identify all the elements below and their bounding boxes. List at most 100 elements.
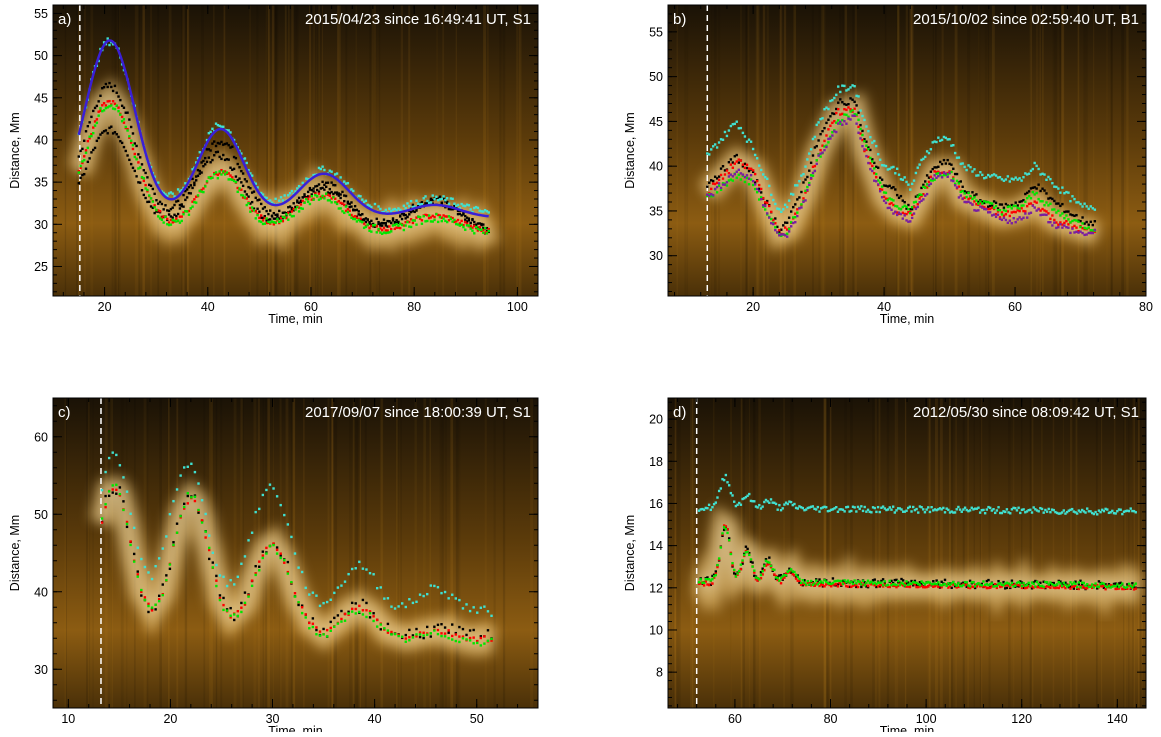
texture-stripe <box>978 5 980 296</box>
texture-stripe <box>256 5 259 296</box>
data-point <box>851 114 854 117</box>
data-point <box>306 197 310 201</box>
data-point <box>326 181 330 184</box>
data-point <box>865 510 868 513</box>
data-point <box>749 560 753 563</box>
data-point <box>483 605 486 608</box>
data-point <box>361 218 364 221</box>
data-point <box>368 229 371 232</box>
data-point <box>990 206 994 209</box>
data-point <box>932 585 935 588</box>
data-point <box>758 503 761 507</box>
texture-stripe <box>444 398 447 708</box>
data-point <box>1027 190 1031 193</box>
data-point <box>1047 204 1050 207</box>
data-point <box>333 625 336 628</box>
data-point <box>165 579 168 582</box>
data-point <box>977 174 980 177</box>
data-point <box>149 197 153 200</box>
data-point <box>870 511 873 514</box>
data-point <box>438 214 442 217</box>
data-point <box>175 217 178 220</box>
data-point <box>438 216 442 219</box>
data-point <box>833 507 836 510</box>
data-point <box>1107 584 1111 588</box>
data-point <box>719 173 723 177</box>
data-point <box>436 198 440 202</box>
texture-stripe <box>1085 5 1088 296</box>
data-point <box>717 557 721 560</box>
data-point <box>1020 581 1024 584</box>
data-point <box>828 583 831 587</box>
data-point <box>287 206 290 209</box>
data-point <box>757 187 761 191</box>
data-point <box>222 153 225 157</box>
data-point <box>983 585 987 588</box>
data-point <box>940 162 944 166</box>
data-point <box>751 561 754 564</box>
data-point <box>717 489 721 493</box>
data-point <box>129 540 132 543</box>
data-point <box>903 212 906 216</box>
data-point <box>464 214 467 218</box>
data-point <box>311 617 315 620</box>
data-point <box>1047 197 1050 200</box>
data-point <box>701 507 704 511</box>
data-point <box>840 508 843 511</box>
plot-area <box>64 5 522 296</box>
data-point <box>278 199 281 202</box>
data-point <box>227 158 230 161</box>
data-point <box>957 585 960 589</box>
data-point <box>821 583 825 587</box>
texture-stripe <box>713 5 717 296</box>
data-point <box>202 159 205 163</box>
data-point <box>846 505 850 509</box>
data-point <box>1008 205 1012 208</box>
data-point <box>857 111 860 114</box>
data-point <box>391 208 395 211</box>
data-point <box>969 196 972 200</box>
data-point <box>1069 231 1072 235</box>
data-point <box>157 599 161 603</box>
data-point <box>804 189 807 192</box>
data-point <box>117 135 120 139</box>
data-point <box>1026 196 1029 200</box>
data-point <box>825 583 828 586</box>
data-point <box>1054 584 1057 587</box>
data-point <box>990 509 994 512</box>
data-point <box>406 220 409 224</box>
data-point <box>268 544 272 548</box>
data-point <box>893 578 897 582</box>
data-point <box>970 585 973 588</box>
data-point <box>146 190 149 193</box>
data-point <box>1014 584 1017 587</box>
data-point <box>133 155 136 159</box>
texture-stripe <box>1137 398 1141 708</box>
data-point <box>332 183 335 187</box>
data-point <box>395 221 398 225</box>
data-point <box>933 170 936 173</box>
data-point <box>903 510 907 513</box>
data-point <box>808 506 811 509</box>
data-point <box>254 572 257 575</box>
data-point <box>375 225 378 228</box>
data-point <box>357 218 360 222</box>
data-point <box>840 579 843 583</box>
data-point <box>467 217 471 220</box>
data-point <box>236 575 240 579</box>
data-point <box>707 503 711 507</box>
data-point <box>930 583 933 586</box>
data-point <box>983 206 986 209</box>
data-point <box>916 202 919 206</box>
data-point <box>462 213 465 216</box>
data-point <box>259 220 263 224</box>
data-point <box>444 215 447 218</box>
data-point <box>175 522 179 525</box>
data-point <box>907 203 910 207</box>
data-point <box>458 625 461 629</box>
data-point <box>860 581 863 585</box>
data-point <box>330 170 333 173</box>
data-point <box>300 606 304 609</box>
data-point <box>267 218 270 222</box>
